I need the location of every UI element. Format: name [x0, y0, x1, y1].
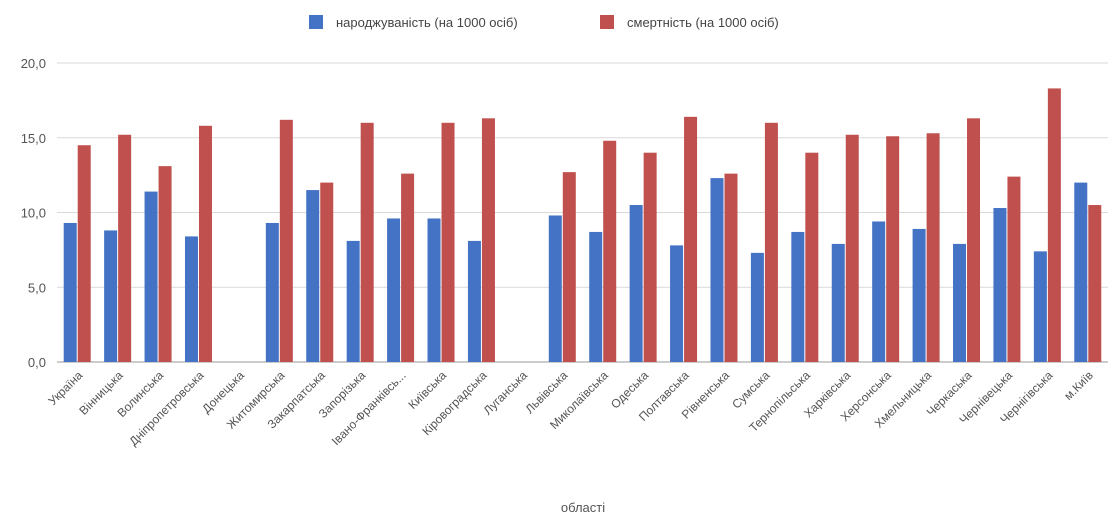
- bar-birth-rate: [912, 228, 926, 362]
- bar-birth-rate: [589, 231, 603, 362]
- bar-death-rate: [1007, 176, 1021, 362]
- bar-death-rate: [886, 136, 900, 362]
- bar-birth-rate: [306, 190, 320, 362]
- bar-death-rate: [724, 173, 738, 362]
- bar-death-rate: [158, 166, 172, 362]
- bar-death-rate: [401, 173, 415, 362]
- bar-death-rate: [562, 172, 576, 362]
- bars: [63, 88, 1102, 362]
- x-tick-label: Україна: [46, 368, 86, 408]
- bar-birth-rate: [144, 191, 158, 362]
- bar-birth-rate: [710, 178, 724, 362]
- bar-death-rate: [481, 118, 495, 362]
- y-tick-label: 20,0: [21, 56, 46, 71]
- y-tick-label: 0,0: [28, 355, 46, 370]
- bar-death-rate: [603, 140, 617, 362]
- bar-birth-rate: [1033, 251, 1047, 362]
- legend-swatch: [309, 15, 323, 29]
- y-tick-label: 15,0: [21, 131, 46, 146]
- bar-birth-rate: [872, 221, 886, 362]
- x-tick-label: Луганська: [481, 368, 531, 418]
- bar-death-rate: [1088, 205, 1102, 362]
- bar-birth-rate: [387, 218, 401, 362]
- bar-death-rate: [1047, 88, 1061, 362]
- legend: народжуваність (на 1000 осіб) смертність …: [309, 15, 779, 30]
- bar-death-rate: [279, 119, 293, 362]
- bar-death-rate: [320, 182, 334, 362]
- bar-birth-rate: [548, 215, 562, 362]
- bar-death-rate: [845, 134, 859, 362]
- x-axis-title: області: [561, 500, 605, 515]
- bar-birth-rate: [670, 245, 684, 362]
- bar-birth-rate: [63, 222, 77, 362]
- bar-birth-rate: [750, 252, 764, 362]
- y-tick-label: 10,0: [21, 206, 46, 221]
- bar-death-rate: [805, 152, 819, 362]
- bar-death-rate: [360, 122, 374, 362]
- bar-death-rate: [198, 125, 212, 362]
- bar-death-rate: [926, 133, 940, 362]
- y-tick-label: 5,0: [28, 280, 46, 295]
- bar-birth-rate: [831, 243, 845, 362]
- y-axis-tick-labels: 0,0 5,0 10,0 15,0 20,0: [21, 56, 46, 370]
- gridlines: [57, 62, 1108, 363]
- bar-death-rate: [967, 118, 981, 362]
- legend-label: смертність (на 1000 осіб): [627, 15, 779, 30]
- bar-birth-rate: [791, 231, 805, 362]
- bar-death-rate: [684, 116, 698, 362]
- bar-birth-rate: [346, 240, 360, 362]
- bar-death-rate: [77, 145, 91, 362]
- bar-birth-rate: [467, 240, 481, 362]
- x-tick-label: м.Київ: [1061, 368, 1096, 403]
- bar-birth-rate: [1074, 182, 1088, 362]
- bar-birth-rate: [993, 208, 1007, 362]
- bar-birth-rate: [953, 243, 967, 362]
- x-tick-label: Дніпропетровська: [126, 368, 207, 449]
- bar-birth-rate: [427, 218, 441, 362]
- bar-death-rate: [764, 122, 778, 362]
- x-tick-label: Івано-Франківсь...: [329, 368, 409, 448]
- bar-birth-rate: [184, 236, 198, 362]
- x-axis-tick-labels: УкраїнаВінницькаВолинськаДніпропетровськ…: [46, 368, 1096, 449]
- legend-swatch: [600, 15, 614, 29]
- bar-birth-rate: [629, 205, 643, 362]
- bar-death-rate: [118, 134, 132, 362]
- bar-birth-rate: [104, 230, 118, 362]
- bar-death-rate: [643, 152, 657, 362]
- bar-birth-rate: [265, 222, 279, 362]
- bar-death-rate: [441, 122, 455, 362]
- legend-label: народжуваність (на 1000 осіб): [336, 15, 518, 30]
